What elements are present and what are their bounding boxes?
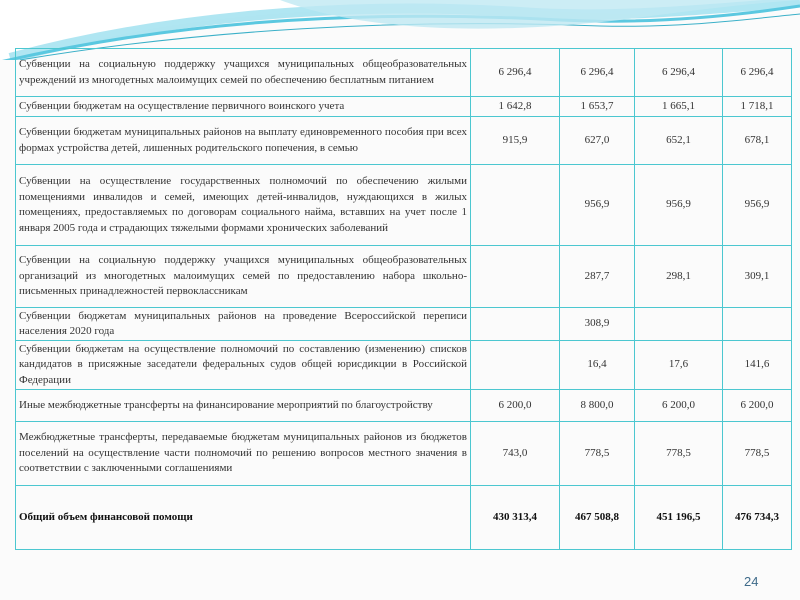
value-cell [634, 307, 723, 341]
value-cell: 6 296,4 [559, 48, 635, 97]
value-cell [470, 307, 560, 341]
row-label: Субвенции на социальную поддержку учащих… [15, 245, 471, 308]
value-cell: 6 200,0 [470, 389, 560, 422]
row-label: Субвенции бюджетам на осуществление полн… [15, 340, 471, 390]
row-label: Субвенции бюджетам муниципальных районов… [15, 116, 471, 165]
value-cell: 778,5 [634, 421, 723, 486]
row-label: Общий объем финансовой помощи [15, 485, 471, 550]
table-row: Субвенции бюджетам на осуществление перв… [15, 96, 792, 117]
row-label: Иные межбюджетные трансферты на финансир… [15, 389, 471, 422]
value-cell: 1 718,1 [722, 96, 792, 117]
table-row: Субвенции на социальную поддержку учащих… [15, 245, 792, 308]
table-row: Субвенции на социальную поддержку учащих… [15, 48, 792, 97]
value-cell: 8 800,0 [559, 389, 635, 422]
value-cell: 652,1 [634, 116, 723, 165]
value-cell: 476 734,3 [722, 485, 792, 550]
value-cell [470, 245, 560, 308]
table-row: Межбюджетные трансферты, передаваемые бю… [15, 421, 792, 486]
value-cell: 678,1 [722, 116, 792, 165]
row-label: Межбюджетные трансферты, передаваемые бю… [15, 421, 471, 486]
row-label: Субвенции бюджетам на осуществление перв… [15, 96, 471, 117]
value-cell: 1 665,1 [634, 96, 723, 117]
value-cell: 6 200,0 [722, 389, 792, 422]
total-row: Общий объем финансовой помощи 430 313,4 46… [15, 485, 792, 550]
value-cell: 956,9 [722, 164, 792, 246]
table-row: Иные межбюджетные трансферты на финансир… [15, 389, 792, 422]
value-cell [722, 307, 792, 341]
value-cell: 627,0 [559, 116, 635, 165]
table-row: Субвенции бюджетам муниципальных районов… [15, 116, 792, 165]
row-label: Субвенции на социальную поддержку учащих… [15, 48, 471, 97]
value-cell: 1 642,8 [470, 96, 560, 117]
value-cell: 17,6 [634, 340, 723, 390]
table-row: Субвенции бюджетам муниципальных районов… [15, 307, 792, 341]
value-cell: 430 313,4 [470, 485, 560, 550]
value-cell [470, 340, 560, 390]
financial-aid-table: Субвенции на социальную поддержку учащих… [15, 48, 792, 550]
value-cell: 309,1 [722, 245, 792, 308]
value-cell: 1 653,7 [559, 96, 635, 117]
value-cell: 915,9 [470, 116, 560, 165]
value-cell: 6 296,4 [722, 48, 792, 97]
header-wave-decoration [0, 0, 800, 60]
value-cell: 467 508,8 [559, 485, 635, 550]
value-cell: 743,0 [470, 421, 560, 486]
value-cell: 141,6 [722, 340, 792, 390]
table-row: Субвенции бюджетам на осуществление полн… [15, 340, 792, 390]
value-cell: 6 200,0 [634, 389, 723, 422]
value-cell: 298,1 [634, 245, 723, 308]
value-cell: 287,7 [559, 245, 635, 308]
value-cell: 6 296,4 [470, 48, 560, 97]
value-cell: 956,9 [634, 164, 723, 246]
value-cell: 451 196,5 [634, 485, 723, 550]
value-cell: 6 296,4 [634, 48, 723, 97]
row-label: Субвенции на осуществление государственн… [15, 164, 471, 246]
value-cell: 778,5 [722, 421, 792, 486]
row-label: Субвенции бюджетам муниципальных районов… [15, 307, 471, 341]
value-cell: 956,9 [559, 164, 635, 246]
page-number: 24 [744, 574, 759, 589]
value-cell: 16,4 [559, 340, 635, 390]
value-cell [470, 164, 560, 246]
value-cell: 308,9 [559, 307, 635, 341]
table-row: Субвенции на осуществление государственн… [15, 164, 792, 246]
value-cell: 778,5 [559, 421, 635, 486]
